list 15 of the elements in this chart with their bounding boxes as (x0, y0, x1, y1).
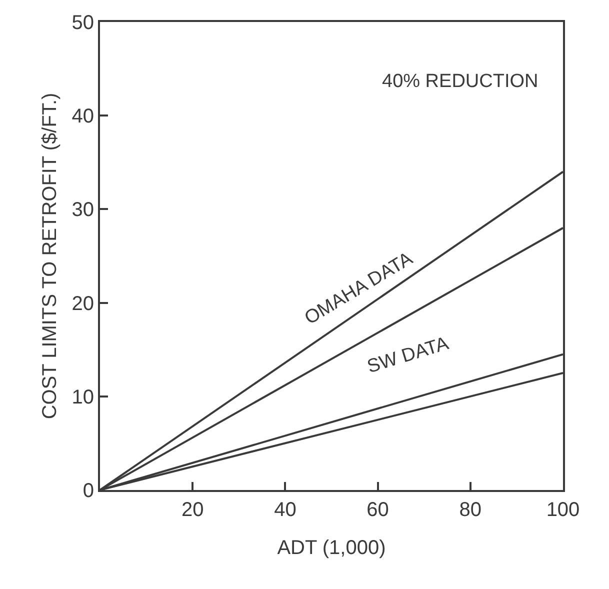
x-tick-label: 40 (274, 499, 296, 521)
annotation: SW DATA (364, 333, 452, 378)
y-axis-title: COST LIMITS TO RETROFIT ($/FT.) (38, 92, 61, 420)
y-tick-label: 50 (72, 12, 94, 34)
y-tick-label: 30 (72, 199, 94, 222)
y-tick-label: 20 (72, 292, 94, 315)
annotation: 40% REDUCTION (382, 71, 538, 92)
x-tick-label: 80 (459, 499, 482, 521)
y-tick-label: 40 (72, 106, 94, 128)
x-tick-label: 20 (181, 499, 204, 521)
y-tick-label: 10 (72, 386, 94, 408)
y-tick-label: 0 (82, 480, 94, 502)
x-axis-title: ADT (1,000) (277, 537, 386, 559)
x-tick-label: 100 (546, 499, 580, 521)
x-tick-label: 60 (366, 499, 389, 521)
